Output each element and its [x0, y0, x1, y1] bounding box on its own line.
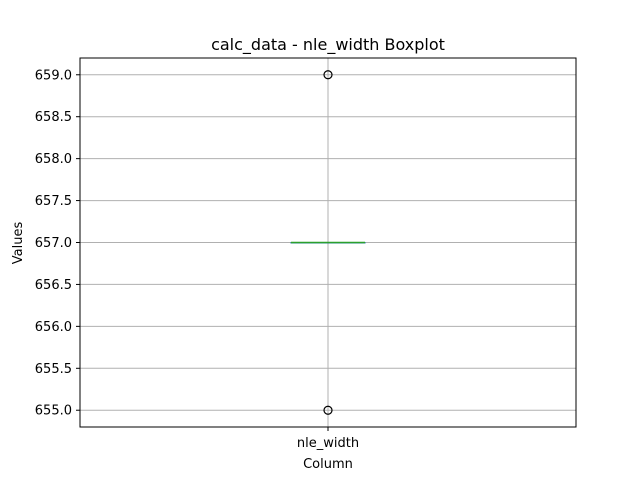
y-tick-label: 658.5 [35, 110, 72, 125]
y-tick-label: 659.0 [35, 68, 72, 83]
x-axis-ticks: nle_width [297, 427, 359, 451]
y-tick-label: 657.0 [35, 236, 72, 251]
y-axis-label: Values [11, 222, 26, 265]
y-tick-label: 656.0 [35, 320, 72, 335]
y-tick-label: 655.0 [35, 404, 72, 419]
box-marks [290, 70, 366, 415]
x-axis-label: Column [303, 457, 353, 472]
x-tick-label: nle_width [297, 436, 359, 451]
y-tick-label: 658.0 [35, 152, 72, 167]
outlier-point [323, 70, 333, 80]
chart-title: calc_data - nle_width Boxplot [211, 35, 445, 55]
y-tick-label: 656.5 [35, 278, 72, 293]
y-axis-ticks: 655.0 655.5 656.0 656.5 657.0 657.5 658.0 658.5… [35, 68, 80, 419]
y-tick-label: 657.5 [35, 194, 72, 209]
outlier-point [323, 405, 333, 415]
y-tick-label: 655.5 [35, 362, 72, 377]
